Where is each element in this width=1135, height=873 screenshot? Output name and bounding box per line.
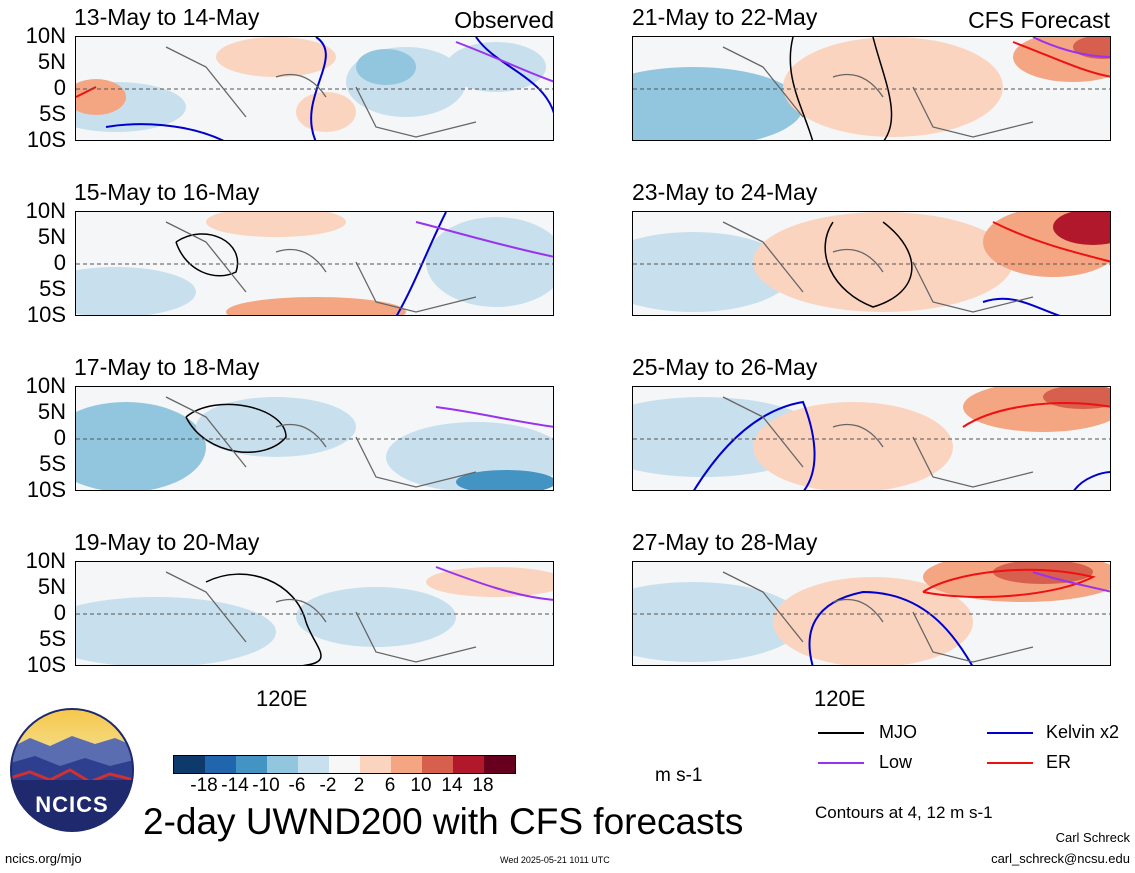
colorbar-tick-label: 14 — [441, 775, 463, 796]
email: carl_schreck@ncsu.edu — [991, 851, 1130, 866]
map-field — [633, 37, 1110, 140]
lat-label: 5S — [39, 451, 66, 476]
colorbar-swatch — [484, 756, 515, 773]
lat-label: 10N — [25, 198, 66, 223]
lat-label: 10N — [25, 23, 66, 48]
colorbar — [173, 755, 516, 774]
map-field — [76, 562, 553, 665]
panel-title-8: 27-May to 28-May — [632, 529, 818, 555]
lat-label: 10S — [26, 127, 66, 152]
colorbar-swatch — [329, 756, 360, 773]
map-panel-obs-3 — [75, 386, 554, 491]
url: ncics.org/mjo — [5, 851, 82, 866]
map-field — [633, 212, 1110, 315]
colorbar-swatch — [205, 756, 236, 773]
colorbar-tick-label: -6 — [288, 775, 306, 796]
lat-label: 0 — [53, 250, 66, 275]
legend-low-label: Low — [879, 752, 913, 772]
legend-er-line — [987, 762, 1033, 764]
lat-label: 5N — [37, 49, 66, 74]
colorbar-swatch — [422, 756, 453, 773]
map-panel-obs-2 — [75, 211, 554, 316]
map-field — [76, 37, 553, 140]
ncics-logo: NCICS — [10, 708, 134, 832]
colorbar-units: m s-1 — [655, 765, 703, 786]
cfs-forecast-label: CFS Forecast — [968, 7, 1110, 33]
lat-label: 5N — [37, 224, 66, 249]
legend-low-line — [818, 762, 864, 764]
colorbar-tick-label: -14 — [221, 775, 249, 796]
author: Carl Schreck — [1055, 830, 1130, 845]
lat-label: 10N — [25, 373, 66, 398]
colorbar-tick-label: 6 — [384, 775, 396, 796]
map-panel-obs-1 — [75, 36, 554, 141]
panel-title-4: 19-May to 20-May — [74, 529, 260, 555]
colorbar-swatch — [453, 756, 484, 773]
lat-label: 10N — [25, 548, 66, 573]
colorbar-tick-label: -10 — [252, 775, 280, 796]
panel-title-6: 23-May to 24-May — [632, 179, 818, 205]
map-field — [76, 387, 553, 490]
colorbar-swatch — [298, 756, 329, 773]
map-panel-fcst-3 — [632, 386, 1111, 491]
map-panel-fcst-1 — [632, 36, 1111, 141]
legend-mjo-label: MJO — [879, 722, 917, 742]
main-title: 2-day UWND200 with CFS forecasts — [143, 801, 744, 842]
colorbar-swatch — [174, 756, 205, 773]
colorbar-tick-label: -18 — [190, 775, 218, 796]
map-field — [76, 212, 553, 315]
lon-label-right: 120E — [814, 686, 866, 711]
colorbar-tick-label: -2 — [319, 775, 337, 796]
lat-label: 5S — [39, 101, 66, 126]
lat-label: 0 — [53, 600, 66, 625]
lat-label: 5S — [39, 276, 66, 301]
map-field — [633, 562, 1110, 665]
legend-kelvin-label: Kelvin x2 — [1046, 722, 1120, 742]
map-panel-fcst-4 — [632, 561, 1111, 666]
panel-title-7: 25-May to 26-May — [632, 354, 818, 380]
legend-mjo-line — [818, 732, 864, 734]
map-panel-obs-4 — [75, 561, 554, 666]
map-field — [633, 387, 1110, 490]
lat-label: 10S — [26, 652, 66, 677]
colorbar-swatch — [236, 756, 267, 773]
lat-label: 5N — [37, 574, 66, 599]
colorbar-swatch — [391, 756, 422, 773]
panel-title-2: 15-May to 16-May — [74, 179, 260, 205]
map-panel-fcst-2 — [632, 211, 1111, 316]
panel-title-5: 21-May to 22-May — [632, 4, 818, 30]
legend-er-label: ER — [1046, 752, 1072, 772]
colorbar-tick-label: 2 — [353, 775, 365, 796]
lat-label: 0 — [53, 425, 66, 450]
lat-label: 10S — [26, 477, 66, 502]
lat-label: 5S — [39, 626, 66, 651]
colorbar-swatch — [267, 756, 298, 773]
legend-kelvin-line — [987, 732, 1033, 734]
colorbar-swatch — [360, 756, 391, 773]
contours-note: Contours at 4, 12 m s-1 — [815, 803, 993, 822]
colorbar-tick-label: 10 — [410, 775, 432, 796]
colorbar-tick-label: 18 — [472, 775, 494, 796]
panel-title-3: 17-May to 18-May — [74, 354, 260, 380]
panel-title-1: 13-May to 14-May — [74, 4, 260, 30]
lon-label-left: 120E — [256, 686, 308, 711]
lat-label: 0 — [53, 75, 66, 100]
observed-label: Observed — [454, 7, 554, 33]
timestamp: Wed 2025-05-21 1011 UTC — [500, 855, 610, 865]
lat-label: 10S — [26, 302, 66, 327]
lat-label: 5N — [37, 399, 66, 424]
logo-text: NCICS — [35, 792, 109, 817]
